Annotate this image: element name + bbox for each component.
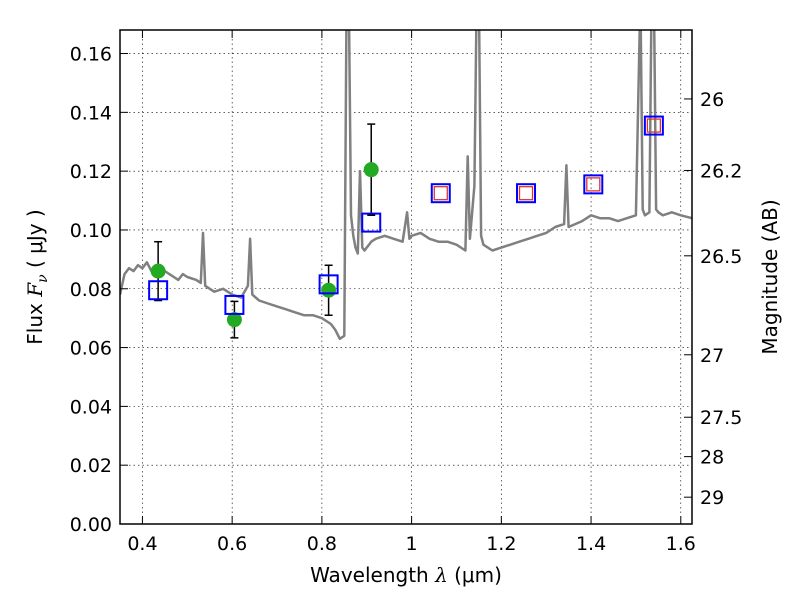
x-axis-title-symbol: λ (434, 563, 448, 587)
model-flux-square (318, 274, 339, 295)
model-flux-square-red (646, 118, 662, 133)
x-tick-label: 1 (406, 533, 418, 555)
measured-flux-point (150, 263, 166, 279)
model-flux-square (224, 294, 245, 315)
y-axis-title-prefix: Flux (23, 297, 47, 345)
x-tick-label: 1.2 (486, 533, 516, 555)
y2-tick-label: 28 (700, 447, 724, 469)
measured-flux-point (363, 162, 379, 178)
measured-flux-point (321, 282, 337, 298)
y-tick-label: 0.02 (70, 455, 112, 477)
axis-ticks: 0.4 0.6 0.8 1 1.2 1.4 1.6 0.00 0.02 0.04 0.06 0.08 0… (70, 30, 742, 555)
y2-tick-label: 27.5 (700, 407, 742, 429)
model-flux-square-red (518, 186, 534, 201)
model-flux-square (643, 115, 664, 136)
model-flux-square (148, 280, 169, 301)
y-tick-label: 0.10 (70, 220, 112, 242)
y-tick-label: 0.08 (70, 279, 112, 301)
y-axis-title-symbol: F (23, 282, 47, 298)
model-flux-square (583, 174, 604, 195)
y-tick-label: 0.16 (70, 44, 112, 66)
model-flux-square-red (586, 177, 601, 192)
y2-tick-label: 26.2 (700, 160, 742, 182)
x-tick-label: 0.6 (217, 533, 247, 555)
y-tick-label: 0.04 (70, 396, 112, 418)
y2-tick-label: 26.5 (700, 246, 742, 268)
y-tick-label: 0.06 (70, 338, 112, 360)
y-axis-title-suffix: ( μJy ) (23, 209, 47, 274)
x-tick-label: 1.6 (666, 533, 696, 555)
y-tick-label: 0.00 (70, 514, 112, 536)
model-spectrum-line (120, 30, 692, 341)
y-axis-title-sub: ν (35, 274, 51, 283)
plot-frame (119, 29, 693, 525)
x-axis-title-suffix: (μm) (448, 563, 502, 587)
y2-tick-label: 27 (700, 345, 724, 367)
y2-tick-label: 29 (700, 487, 724, 509)
plot-area (120, 30, 692, 341)
y2-axis-title: Magnitude (AB) (758, 199, 782, 354)
x-tick-label: 0.8 (307, 533, 337, 555)
model-flux-square (361, 212, 382, 233)
measured-flux-point (226, 312, 242, 328)
y2-tick-label: 26 (700, 89, 724, 111)
model-flux-square (430, 183, 451, 204)
y-tick-label: 0.14 (70, 102, 112, 124)
y-tick-label: 0.12 (70, 161, 112, 183)
y-axis-title: Flux Fν ( μJy ) (23, 209, 51, 344)
x-tick-label: 0.4 (127, 533, 157, 555)
model-flux-square (516, 183, 537, 204)
x-tick-label: 1.4 (576, 533, 606, 555)
model-flux-square-red (433, 186, 448, 201)
x-axis-title-prefix: Wavelength (310, 563, 435, 587)
x-axis-title: Wavelength λ (μm) (310, 563, 502, 587)
